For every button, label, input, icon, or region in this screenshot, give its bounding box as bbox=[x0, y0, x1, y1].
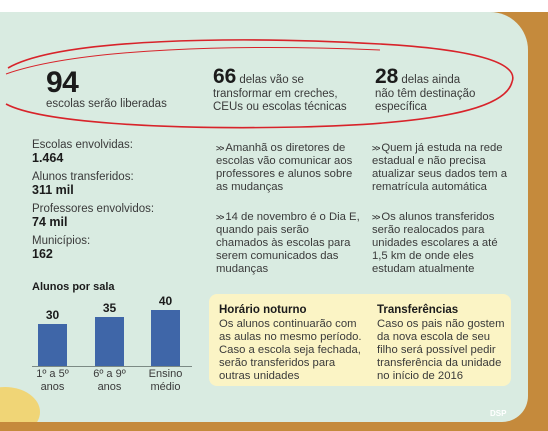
stat-undefined-number: 28 bbox=[375, 65, 399, 88]
box-line: Os alunos continuarão com bbox=[219, 318, 357, 330]
paragraph-line: rematrícula automática bbox=[372, 181, 487, 193]
paragraph-directors: >> Amanhã os diretores de escolas vão com… bbox=[216, 142, 366, 194]
transfers-title: Transferências bbox=[377, 304, 459, 316]
box-line: da nova escola de seu bbox=[377, 331, 491, 343]
bar-category-line: 6º a 9º bbox=[93, 368, 126, 380]
chart-bar bbox=[38, 324, 67, 366]
bar-category-line: Ensino bbox=[148, 368, 183, 380]
teachers-value: 74 mil bbox=[32, 215, 68, 229]
paragraph-rematricula: >> Quem já estuda na rede estadual e não … bbox=[372, 142, 522, 194]
box-line: filho será possível pedir bbox=[377, 344, 496, 356]
top-margin bbox=[0, 0, 548, 12]
stat-liberated-number: 94 bbox=[46, 66, 79, 99]
paragraph-line: as mudanças bbox=[216, 181, 284, 193]
stat-undefined: 28 delas ainda não têm destinação específ… bbox=[375, 66, 525, 114]
arrow-icon: >> bbox=[372, 144, 380, 153]
chart-bar bbox=[95, 317, 124, 366]
paragraph-dia-e: >> 14 de novembro é o Dia E, quando pais … bbox=[216, 211, 366, 276]
box-line: serão transferidos para bbox=[219, 357, 336, 369]
paragraph-line: chamados às escolas para bbox=[216, 237, 351, 249]
bar-category-line: anos bbox=[97, 381, 122, 393]
arrow-icon: >> bbox=[372, 213, 380, 222]
stat-undefined-line-1: delas ainda bbox=[401, 74, 461, 86]
paragraph-line: serem comunicados das bbox=[216, 250, 339, 262]
stat-undefined-line-2: não têm destinação bbox=[375, 88, 476, 100]
chart-baseline bbox=[32, 366, 192, 367]
paragraph-line: unidades escolares a até bbox=[372, 237, 498, 249]
bar-value-label: 35 bbox=[102, 301, 117, 315]
bar-value-label: 40 bbox=[158, 294, 173, 308]
chart-title: Alunos por sala bbox=[32, 281, 115, 293]
paragraph-line: atualizar seus dados tem a bbox=[372, 168, 508, 180]
paragraph-line: Amanhã os diretores de bbox=[225, 142, 346, 154]
chart-bar bbox=[151, 310, 180, 366]
transfers-text: Caso os pais não gostem da nova escola d… bbox=[377, 318, 517, 383]
night-shift-title: Horário noturno bbox=[219, 304, 307, 316]
paragraph-line: quando pais serão bbox=[216, 224, 309, 236]
bar-category-label: 1º a 5º anos bbox=[28, 368, 78, 394]
schools-value: 1.464 bbox=[32, 151, 64, 165]
paragraph-line: serão realocados para bbox=[372, 224, 485, 236]
paragraph-line: estadual e não precisa bbox=[372, 155, 486, 167]
box-line: outras unidades bbox=[219, 370, 300, 382]
info-box bbox=[209, 294, 511, 386]
bar-category-label: 6º a 9º anos bbox=[85, 368, 135, 394]
paragraph-realocados: >> Os alunos transferidos serão realocado… bbox=[372, 211, 522, 276]
stat-transformed-line-2: transformar em creches, bbox=[213, 88, 338, 100]
box-line: Caso os pais não gostem bbox=[377, 318, 505, 330]
paragraph-line: estudam atualmente bbox=[372, 263, 475, 275]
arrow-icon: >> bbox=[216, 213, 224, 222]
stat-transformed-line-3: CEUs ou escolas técnicas bbox=[213, 101, 347, 113]
stat-undefined-line-3: específica bbox=[375, 101, 427, 113]
paragraph-line: 14 de novembro é o Dia E, bbox=[225, 211, 360, 223]
box-line: as aulas no mesmo período. bbox=[219, 331, 362, 343]
night-shift-text: Os alunos continuarão com as aulas no me… bbox=[219, 318, 369, 383]
paragraph-line: Quem já estuda na rede bbox=[381, 142, 503, 154]
stat-liberated: 94 escolas serão liberadas bbox=[46, 68, 167, 111]
stat-transformed: 66 delas vão se transformar em creches, C… bbox=[213, 66, 363, 114]
students-label: Alunos transferidos: bbox=[32, 171, 134, 183]
bar-category-line: médio bbox=[150, 381, 181, 393]
credit-label: DSP bbox=[490, 409, 507, 418]
stat-transformed-line-1: delas vão se bbox=[239, 74, 304, 86]
students-value: 311 mil bbox=[32, 183, 74, 197]
paragraph-line: 1,5 km de onde eles bbox=[372, 250, 474, 262]
box-line: transferência da unidade bbox=[377, 357, 502, 369]
teachers-label: Professores envolvidos: bbox=[32, 203, 155, 215]
paragraph-line: Os alunos transferidos bbox=[381, 211, 495, 223]
paragraph-line: professores e alunos sobre bbox=[216, 168, 353, 180]
left-stats: Escolas envolvidas: 1.464 Alunos transfe… bbox=[32, 139, 154, 261]
schools-label: Escolas envolvidas: bbox=[32, 139, 133, 151]
paragraph-line: mudanças bbox=[216, 263, 269, 275]
box-line: Caso a escola seja fechada, bbox=[219, 344, 361, 356]
bar-value-label: 30 bbox=[45, 308, 60, 322]
bar-category-line: 1º a 5º bbox=[36, 368, 69, 380]
paragraph-line: escolas vão comunicar aos bbox=[216, 155, 353, 167]
stat-transformed-number: 66 bbox=[213, 65, 237, 88]
municipalities-value: 162 bbox=[32, 247, 53, 261]
bar-category-label: Ensino médio bbox=[141, 368, 191, 394]
arrow-icon: >> bbox=[216, 144, 224, 153]
stat-liberated-text: escolas serão liberadas bbox=[46, 98, 167, 110]
bar-category-line: anos bbox=[40, 381, 65, 393]
municipalities-label: Municípios: bbox=[32, 235, 91, 247]
box-line: no início de 2016 bbox=[377, 370, 464, 382]
